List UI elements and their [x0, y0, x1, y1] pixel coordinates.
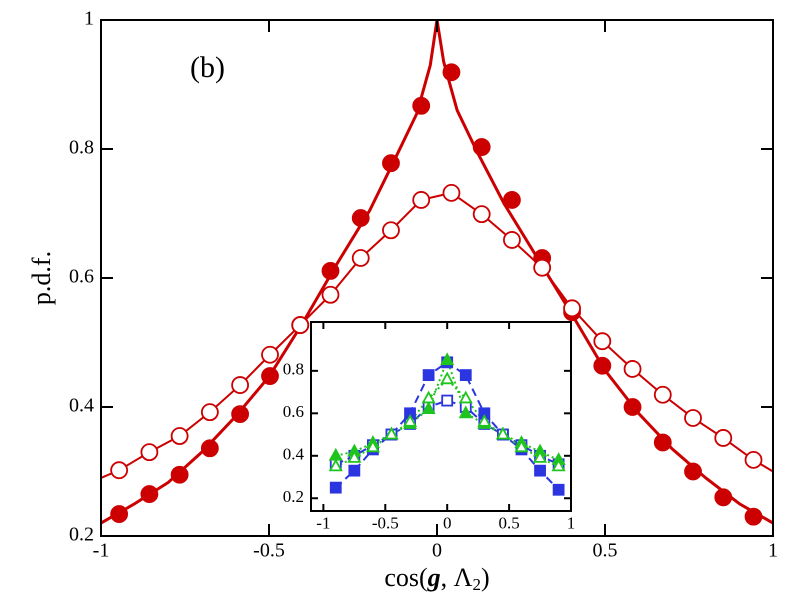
- marker: [170, 427, 189, 445]
- marker: [495, 426, 510, 440]
- x-tick-label: -1: [93, 540, 110, 562]
- y-tick-label: 0.2: [283, 487, 304, 506]
- marker: [140, 485, 159, 503]
- marker: [744, 507, 763, 526]
- marker: [593, 356, 612, 375]
- y-tick-label: 0.4: [283, 445, 305, 464]
- marker: [534, 464, 546, 477]
- plot-area: [328, 352, 566, 496]
- x-label-part: 2: [473, 575, 482, 594]
- marker: [200, 403, 219, 422]
- x-tick-label: -0.5: [372, 514, 399, 533]
- marker: [551, 458, 566, 472]
- marker: [442, 63, 461, 82]
- x-tick-label: 0: [432, 540, 442, 562]
- y-tick-label: 0.8: [283, 360, 304, 379]
- marker: [440, 352, 455, 366]
- marker: [441, 394, 454, 407]
- marker: [110, 505, 129, 523]
- marker: [351, 209, 370, 227]
- marker: [514, 439, 529, 453]
- marker: [477, 413, 492, 427]
- x-label-part: cos(: [384, 563, 427, 592]
- marker: [653, 433, 672, 452]
- y-tick-label: 0.4: [69, 395, 94, 417]
- marker: [382, 154, 400, 173]
- x-tick-label: 1: [567, 514, 576, 533]
- x-tick-label: -1: [316, 514, 330, 533]
- panel-label: (b): [190, 51, 225, 84]
- marker: [593, 332, 612, 351]
- marker: [412, 96, 431, 115]
- y-tick-label: 0.6: [283, 402, 304, 421]
- y-tick-label: 0.2: [69, 524, 94, 546]
- marker: [472, 138, 491, 156]
- y-tick-label: 0.8: [69, 137, 94, 159]
- marker: [653, 385, 672, 404]
- marker: [684, 409, 702, 427]
- marker: [231, 405, 250, 423]
- marker: [623, 360, 642, 378]
- x-axis-label: cos(g, Λ2): [384, 563, 489, 594]
- marker: [533, 258, 552, 277]
- marker: [328, 458, 343, 472]
- plot-frame: [310, 321, 572, 512]
- x-tick-label: 0.5: [498, 514, 519, 533]
- marker: [533, 450, 548, 463]
- marker: [403, 413, 418, 427]
- x-tick-label: -0.5: [253, 540, 285, 562]
- marker: [261, 345, 279, 364]
- marker: [110, 461, 129, 480]
- marker: [365, 439, 380, 453]
- marker: [440, 371, 455, 385]
- marker: [261, 367, 279, 385]
- marker: [459, 369, 472, 381]
- marker: [412, 191, 431, 209]
- marker: [140, 443, 159, 462]
- marker: [563, 299, 581, 318]
- marker: [382, 221, 400, 240]
- plot-area: [100, 19, 774, 526]
- marker: [321, 285, 340, 304]
- marker: [714, 488, 733, 507]
- marker: [442, 183, 461, 202]
- x-label-part: g: [427, 563, 441, 592]
- marker: [472, 205, 491, 224]
- y-tick-label: 0.6: [69, 266, 94, 288]
- marker: [291, 316, 310, 334]
- marker: [623, 398, 642, 416]
- marker: [347, 450, 362, 463]
- inset-background: [311, 322, 571, 511]
- x-label-part: , Λ: [441, 563, 473, 592]
- y-tick-label: 1: [84, 8, 94, 30]
- marker: [422, 369, 435, 381]
- marker: [170, 465, 189, 484]
- marker: [384, 426, 399, 440]
- marker: [321, 262, 340, 280]
- marker: [200, 439, 219, 458]
- marker: [421, 401, 436, 414]
- marker: [552, 483, 565, 496]
- marker: [231, 376, 250, 394]
- marker: [503, 191, 521, 209]
- marker: [714, 429, 733, 447]
- x-label-part: ): [481, 563, 490, 592]
- y-axis-label: p.d.f.: [27, 251, 56, 305]
- marker: [744, 450, 763, 469]
- x-tick-label: 0: [443, 514, 452, 533]
- marker: [329, 481, 342, 494]
- x-tick-label: 0.5: [593, 540, 618, 562]
- marker: [684, 462, 702, 481]
- marker: [421, 390, 436, 404]
- marker: [351, 249, 370, 267]
- marker: [458, 390, 473, 404]
- marker: [458, 405, 473, 419]
- x-tick-label: 1: [768, 540, 778, 562]
- marker: [503, 231, 521, 249]
- marker: [348, 464, 361, 477]
